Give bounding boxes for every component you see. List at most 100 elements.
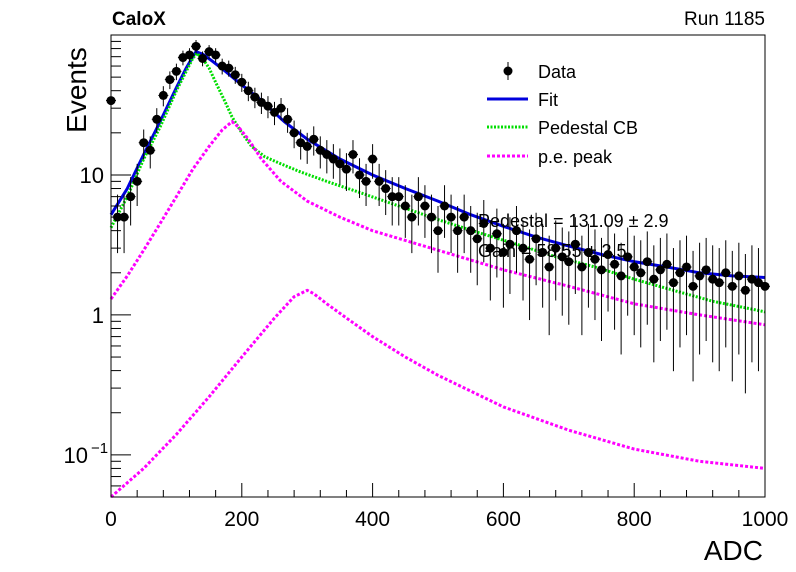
data-point — [341, 153, 352, 191]
data-marker — [263, 101, 273, 111]
data-marker — [283, 114, 293, 124]
data-point — [439, 185, 450, 238]
data-point — [563, 231, 574, 325]
x-axis: 0 200 400 600 800 1000 — [105, 483, 788, 531]
x-tick-label: 200 — [224, 508, 259, 531]
data-point — [249, 87, 260, 109]
data-point — [491, 208, 502, 278]
data-point — [328, 144, 339, 179]
data-marker — [341, 164, 351, 174]
data-point — [583, 223, 594, 308]
y-axis-label: Events — [61, 47, 92, 133]
data-point — [289, 120, 300, 149]
data-point — [727, 250, 738, 382]
data-marker — [381, 184, 391, 194]
data-points-group — [106, 39, 770, 394]
data-marker — [355, 170, 365, 180]
data-marker — [721, 268, 731, 278]
data-point — [531, 212, 542, 286]
y-tick-label: 10 — [80, 163, 104, 188]
data-marker — [420, 201, 430, 211]
data-marker — [407, 212, 417, 222]
data-marker — [394, 192, 404, 202]
data-point — [302, 132, 313, 164]
data-point — [230, 66, 241, 84]
data-marker — [649, 274, 659, 284]
data-point — [400, 185, 411, 238]
x-tick-label: 600 — [486, 508, 521, 531]
data-point — [171, 63, 182, 81]
data-point — [720, 240, 731, 348]
data-marker — [538, 247, 548, 257]
data-point — [655, 237, 666, 342]
data-marker — [152, 114, 162, 124]
data-marker — [682, 262, 692, 272]
data-point — [387, 177, 398, 226]
data-point — [413, 177, 424, 226]
data-marker — [590, 254, 600, 264]
data-point — [446, 194, 457, 254]
data-point — [295, 129, 306, 160]
data-marker — [335, 159, 345, 169]
data-point — [361, 163, 372, 207]
data-point — [459, 194, 470, 254]
data-marker — [525, 254, 535, 264]
data-marker — [400, 201, 410, 211]
data-marker — [642, 257, 652, 267]
data-point — [393, 177, 404, 226]
y-tick-label: 1 — [92, 303, 104, 328]
data-marker — [184, 50, 194, 60]
legend-entry-fit: Fit — [487, 90, 558, 110]
data-point — [688, 250, 699, 382]
data-marker — [322, 150, 332, 160]
data-marker — [688, 281, 698, 291]
x-axis-label: ADC — [704, 535, 763, 566]
data-marker — [740, 285, 750, 295]
data-point — [262, 96, 273, 119]
data-marker — [250, 92, 260, 102]
legend-entry-pe: p.e. peak — [487, 147, 613, 167]
data-marker — [230, 70, 240, 80]
legend-label-pe: p.e. peak — [538, 147, 613, 167]
data-point — [315, 136, 326, 169]
data-point — [661, 233, 672, 330]
data-marker — [348, 150, 358, 160]
data-point — [524, 229, 535, 321]
x-tick-label: 800 — [617, 508, 652, 531]
data-marker — [119, 212, 129, 222]
data-marker — [492, 229, 502, 239]
data-marker — [479, 218, 489, 228]
data-point — [616, 242, 627, 355]
data-marker — [564, 257, 574, 267]
y-tick-label: 10 — [64, 443, 88, 468]
data-point — [753, 248, 764, 372]
legend-label-data: Data — [538, 62, 577, 82]
data-point — [550, 220, 561, 301]
x-tick-label: 0 — [105, 508, 117, 531]
data-point — [668, 248, 679, 372]
data-marker — [557, 252, 567, 262]
data-point — [380, 170, 391, 216]
data-point — [537, 223, 548, 308]
data-point — [125, 177, 136, 226]
data-marker — [655, 265, 665, 275]
data-marker — [485, 243, 495, 253]
series-line-p-e-peak-2 — [110, 288, 766, 499]
data-point — [223, 60, 234, 77]
data-marker — [459, 212, 469, 222]
data-point — [151, 108, 162, 133]
data-point — [629, 235, 640, 336]
data-marker — [753, 278, 763, 288]
data-point — [733, 242, 744, 355]
data-marker — [727, 281, 737, 291]
data-marker — [361, 176, 371, 186]
data-marker — [577, 262, 587, 272]
data-point — [132, 163, 143, 207]
data-point — [184, 48, 195, 63]
data-point — [210, 48, 221, 63]
data-marker — [701, 265, 711, 275]
data-point — [419, 185, 430, 238]
data-point — [282, 108, 293, 133]
data-marker — [296, 138, 306, 148]
